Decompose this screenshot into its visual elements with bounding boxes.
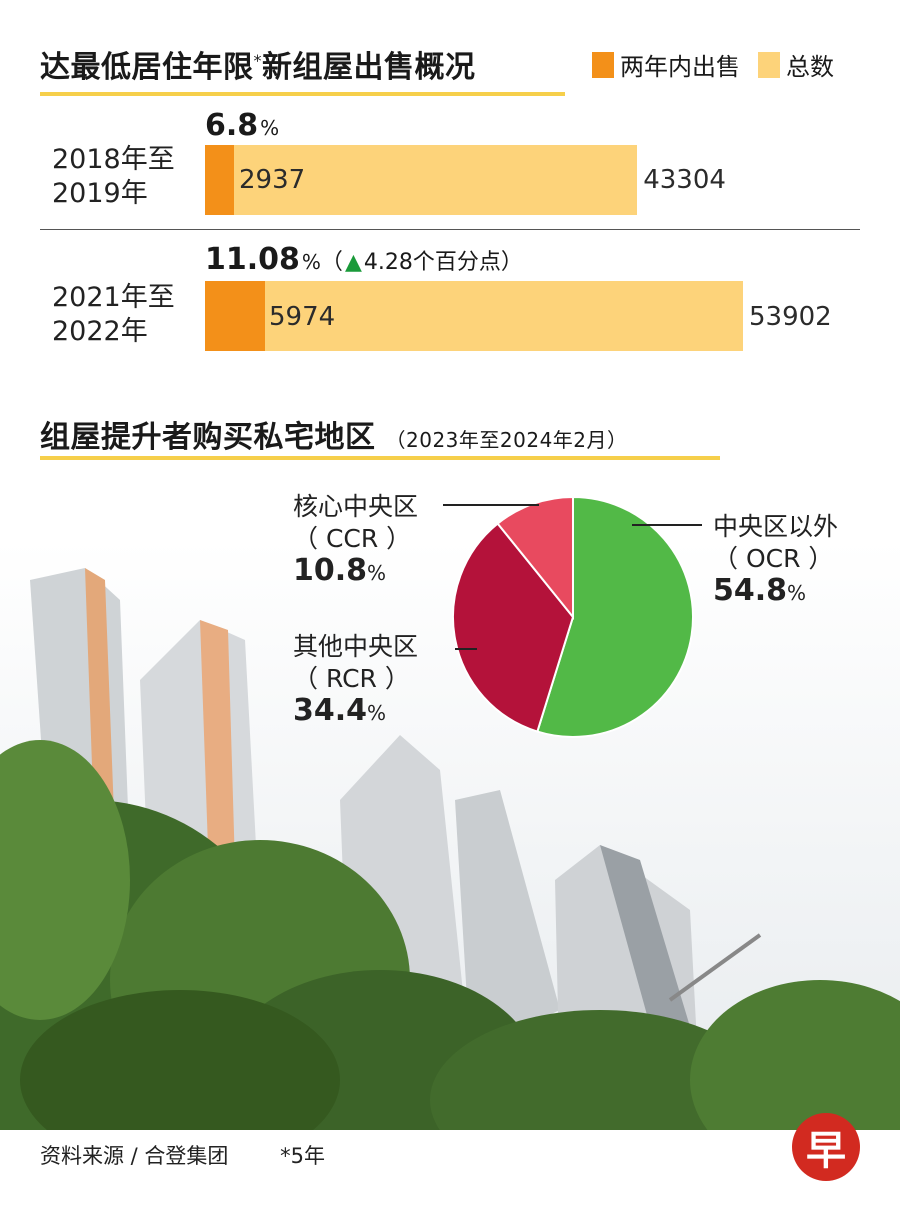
source-text: 资料来源 / 合登集团 — [40, 1144, 229, 1168]
leader-ccr — [443, 504, 539, 506]
row2-sold-value: 5974 — [269, 302, 336, 332]
row2-category-label: 2021年至 2022年 — [52, 282, 175, 347]
row2-note-close: ） — [500, 250, 523, 275]
label-rcr: 其他中央区 （ RCR ） 34.4% — [293, 631, 418, 729]
pie-slice-rcr — [452, 522, 575, 733]
row2-total-value: 53902 — [749, 302, 832, 332]
legend-label-total: 总数 — [786, 53, 834, 81]
row2-note-open: （ — [320, 250, 343, 275]
row2-sold-bar — [205, 281, 265, 351]
label-ocr-value: 54.8% — [713, 573, 807, 608]
row2-change: 4.28个百分点 — [363, 250, 501, 275]
label-ccr-value: 10.8% — [293, 553, 387, 588]
pie-chart — [452, 495, 694, 738]
chart2-subtitle: （2023年至2024年2月） — [385, 428, 628, 452]
row1-pct-unit: % — [260, 116, 280, 140]
row1-sold-value: 2937 — [239, 165, 306, 195]
label-ccr: 核心中央区 （ CCR ） 10.8% — [293, 491, 418, 589]
publisher-logo-icon: 早 — [792, 1113, 860, 1181]
chart1-legend: 两年内出售 总数 — [592, 47, 834, 82]
legend-label-sold: 两年内出售 — [620, 53, 740, 81]
chart1-title: 达最低居住年限*新组屋出售概况 — [40, 50, 476, 85]
pie-slice-ocr — [536, 495, 694, 738]
label-rcr-code: （ RCR ） — [293, 664, 410, 693]
up-triangle-icon: ▲ — [344, 250, 362, 275]
row1-pct-value: 6.8 — [205, 108, 259, 143]
leader-rcr — [455, 648, 477, 650]
legend-swatch-total — [758, 51, 780, 78]
row2-pct-value: 11.08 — [205, 242, 300, 277]
row2-total-bar — [205, 281, 743, 351]
label-ocr-name: 中央区以外 — [713, 512, 839, 541]
row1-percentage: 6.8 % — [205, 108, 279, 143]
label-ccr-name: 核心中央区 — [293, 492, 419, 521]
footer: 资料来源 / 合登集团 *5年 — [40, 1140, 325, 1170]
label-rcr-value: 34.4% — [293, 693, 387, 728]
footnote: *5年 — [280, 1144, 325, 1168]
label-ocr: 中央区以外 （ OCR ） 54.8% — [713, 511, 838, 609]
row1-total-value: 43304 — [643, 165, 726, 195]
label-rcr-name: 其他中央区 — [293, 632, 419, 661]
row2-pct-unit: % — [301, 250, 321, 274]
row2-percentage: 11.08 % （ ▲ 4.28个百分点 ） — [205, 242, 523, 277]
background-photo — [0, 540, 900, 1130]
row1-total-bar — [205, 145, 638, 215]
chart2-title: 组屋提升者购买私宅地区 （2023年至2024年2月） — [40, 420, 628, 455]
legend-swatch-sold — [592, 51, 614, 78]
pie-slice-ccr — [496, 495, 574, 620]
row-divider — [40, 229, 860, 230]
chart2-title-underline — [40, 456, 720, 460]
label-ccr-code: （ CCR ） — [293, 524, 412, 553]
row1-sold-bar — [205, 145, 235, 215]
chart1-title-underline — [40, 92, 565, 96]
leader-ocr — [632, 524, 702, 526]
row1-category-label: 2018年至 2019年 — [52, 144, 175, 209]
label-ocr-code: （ OCR ） — [713, 544, 834, 573]
